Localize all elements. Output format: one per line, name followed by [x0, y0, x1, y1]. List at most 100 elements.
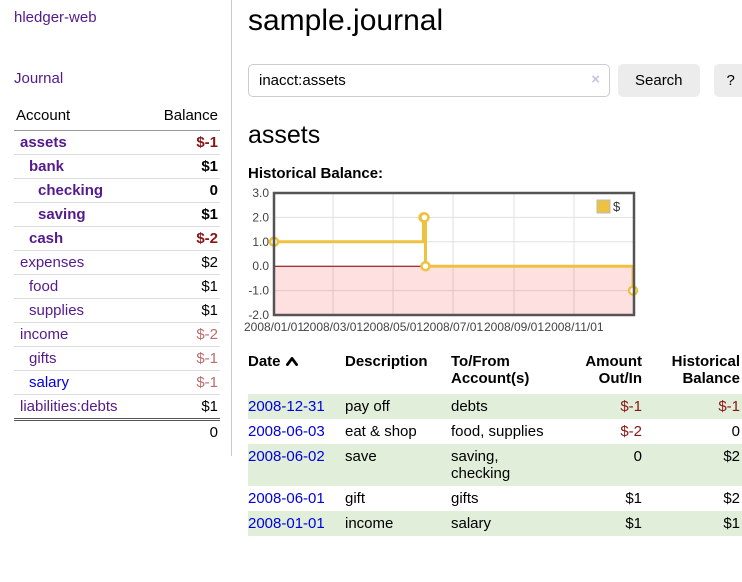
- register-date-link[interactable]: 2008-06-03: [248, 423, 325, 440]
- account-balance: $2: [146, 250, 220, 274]
- account-link-checking[interactable]: checking: [38, 182, 104, 199]
- y-tick-label: -1.0: [248, 284, 269, 298]
- account-balance: $1: [146, 298, 220, 322]
- register-col-accounts: To/From Account(s): [451, 353, 530, 387]
- register-accounts-cell: salary: [451, 515, 492, 532]
- accounts-table: Account Balance assets $-1 bank $1 checking 0…: [14, 104, 220, 444]
- search-button[interactable]: Search: [618, 64, 700, 97]
- account-link-expenses[interactable]: expenses: [20, 254, 85, 271]
- x-tick-label: 2008/03/01: [303, 320, 363, 334]
- account-name-cell: assets: [14, 131, 147, 154]
- account-balance: $-2: [146, 322, 220, 346]
- y-tick-label: 3.0: [252, 186, 269, 200]
- register-balance-cell: $2: [723, 448, 740, 465]
- register-amount-cell: $-2: [620, 423, 642, 440]
- account-name-cell: gifts: [14, 346, 147, 370]
- register-header-row: Date Description To/From Account(s) Amou…: [248, 351, 742, 394]
- account-link-saving[interactable]: saving: [38, 206, 86, 223]
- account-balance: $-1: [146, 370, 220, 394]
- account-name-cell: saving: [14, 202, 147, 226]
- register-accounts-cell: gifts: [451, 490, 479, 507]
- register-date-link[interactable]: 2008-12-31: [248, 398, 325, 415]
- register-col-date[interactable]: Date: [248, 351, 345, 394]
- account-name-cell: supplies: [14, 298, 147, 322]
- account-row: checking 0: [14, 178, 220, 202]
- register-balance-cell: $1: [723, 515, 740, 532]
- account-link-supplies[interactable]: supplies: [29, 302, 85, 319]
- register-description-cell: eat & shop: [345, 423, 417, 440]
- account-name-cell: liabilities:debts: [14, 394, 147, 418]
- x-tick-label: 2008/07/01: [423, 320, 483, 334]
- help-button[interactable]: ?: [713, 64, 742, 97]
- y-tick-label: 1.0: [252, 235, 269, 249]
- x-tick-label: 2008/11/01: [544, 320, 603, 334]
- account-row: expenses $2: [14, 250, 220, 274]
- register-amount-cell: $1: [625, 490, 642, 507]
- account-link-salary[interactable]: salary: [29, 374, 70, 391]
- legend-label: $: [613, 199, 621, 214]
- register-date-cell: 2008-06-01: [248, 486, 345, 511]
- register-date-link[interactable]: 2008-06-02: [248, 448, 325, 465]
- register-row: 2008-06-01 gift gifts $1 $2: [248, 486, 742, 511]
- account-link-gifts[interactable]: gifts: [29, 350, 57, 367]
- search-form: × Search ?: [248, 64, 742, 97]
- register-accounts-cell: debts: [451, 398, 488, 415]
- account-link-food[interactable]: food: [29, 278, 59, 295]
- register-balance-cell: 0: [731, 423, 740, 440]
- y-tick-label: -2.0: [248, 308, 269, 322]
- register-row: 2008-01-01 income salary $1 $1: [248, 511, 742, 536]
- account-link-assets[interactable]: assets: [20, 134, 67, 151]
- register-description-cell: save: [345, 448, 377, 465]
- account-name-cell: expenses: [14, 250, 147, 274]
- account-balance: $1: [146, 202, 220, 226]
- register-description-cell: pay off: [345, 398, 390, 415]
- sidebar: hledger-web Journal Account Balance asse…: [0, 0, 232, 456]
- x-tick-label: 2008/09/01: [484, 320, 544, 334]
- account-name-cell: income: [14, 322, 147, 346]
- account-row: saving $1: [14, 202, 220, 226]
- accounts-col-account: Account: [14, 104, 147, 131]
- search-input[interactable]: [248, 64, 610, 97]
- register-col-balance: Historical Balance: [671, 353, 740, 387]
- register-description-cell: gift: [345, 490, 366, 507]
- account-balance: $1: [146, 394, 220, 418]
- register-row: 2008-12-31 pay off debts $-1 $-1: [248, 394, 742, 419]
- account-row: gifts $-1: [14, 346, 220, 370]
- register-col-date-label: Date: [248, 353, 281, 370]
- register-accounts-cell: food, supplies: [451, 423, 544, 440]
- x-tick-label: 2008/01/01: [244, 320, 304, 334]
- register-table: Date Description To/From Account(s) Amou…: [248, 351, 742, 536]
- brand-link[interactable]: hledger-web: [14, 9, 97, 26]
- account-link-income[interactable]: income: [20, 326, 69, 343]
- account-link-bank[interactable]: bank: [29, 158, 65, 175]
- account-balance: $1: [146, 274, 220, 298]
- chart-canvas: 3.0 2.0 1.0 0.0 -1.0 -2.02008/01/012008/03/01…: [244, 186, 639, 334]
- register-date-link[interactable]: 2008-06-01: [248, 490, 325, 507]
- account-row: assets $-1: [14, 131, 220, 154]
- register-amount-cell: 0: [633, 448, 642, 465]
- account-row: bank $1: [14, 154, 220, 178]
- register-col-amount: Amount Out/In: [585, 353, 642, 387]
- sort-ascending-icon: [285, 357, 298, 366]
- account-link-liabilities-debts[interactable]: liabilities:debts: [20, 398, 118, 415]
- register-date-link[interactable]: 2008-01-01: [248, 515, 325, 532]
- accounts-total-value: 0: [146, 418, 220, 444]
- account-row: supplies $1: [14, 298, 220, 322]
- register-amount-cell: $1: [625, 515, 642, 532]
- account-name-cell: food: [14, 274, 147, 298]
- register-date-cell: 2008-06-03: [248, 419, 345, 444]
- register-col-description: Description: [345, 353, 428, 370]
- register-row: 2008-06-02 save saving, checking 0 $2: [248, 444, 742, 486]
- clear-search-icon[interactable]: ×: [591, 71, 600, 88]
- account-link-cash[interactable]: cash: [29, 230, 64, 247]
- register-date-cell: 2008-01-01: [248, 511, 345, 536]
- account-row: liabilities:debts $1: [14, 394, 220, 418]
- register-description-cell: income: [345, 515, 394, 532]
- search-box: ×: [248, 64, 610, 97]
- accounts-total-spacer: [14, 418, 147, 444]
- x-tick-label: 2008/05/01: [363, 320, 423, 334]
- account-balance: $1: [146, 154, 220, 178]
- chart-title: Historical Balance:: [248, 165, 384, 182]
- sidebar-item-journal[interactable]: Journal: [14, 70, 64, 87]
- account-row: food $1: [14, 274, 220, 298]
